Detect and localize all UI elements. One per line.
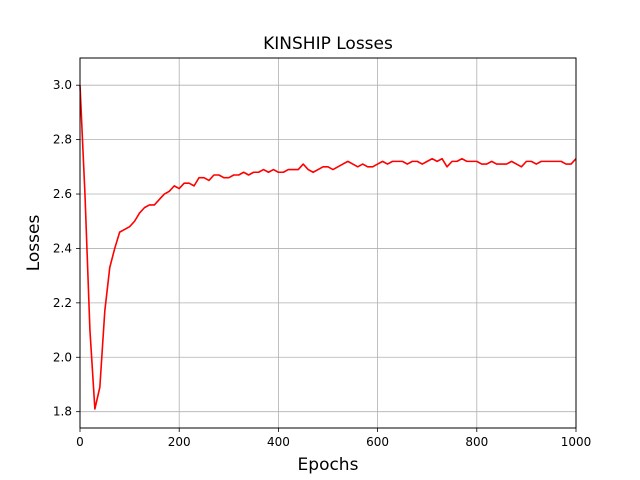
x-tick-label: 600 bbox=[366, 435, 389, 449]
y-tick-label: 2.6 bbox=[53, 187, 72, 201]
grid bbox=[79, 58, 577, 428]
x-tick-label: 200 bbox=[168, 435, 191, 449]
x-tick-label: 800 bbox=[465, 435, 488, 449]
y-tick-label: 1.8 bbox=[53, 405, 72, 419]
y-tick-label: 2.4 bbox=[53, 241, 72, 255]
x-axis-label: Epochs bbox=[298, 455, 359, 475]
plot-area bbox=[80, 58, 576, 428]
y-tick-label: 2.8 bbox=[53, 133, 72, 147]
y-tick-label: 3.0 bbox=[53, 78, 72, 92]
y-tick-label: 2.2 bbox=[53, 296, 72, 310]
y-axis-label: Losses bbox=[24, 215, 44, 272]
y-axis-ticks: 1.8 2.0 2.2 2.4 2.6 2.8 3.0 bbox=[53, 78, 80, 419]
x-tick-label: 400 bbox=[267, 435, 290, 449]
series-layer bbox=[79, 85, 577, 410]
plot-frame bbox=[79, 57, 577, 429]
x-tick-label: 1000 bbox=[561, 435, 592, 449]
loss-line bbox=[79, 85, 577, 410]
x-axis-ticks: 0 200 400 600 800 1000 bbox=[76, 428, 591, 449]
y-tick-label: 2.0 bbox=[53, 350, 72, 364]
x-tick-label: 0 bbox=[76, 435, 84, 449]
chart-title: KINSHIP Losses bbox=[263, 34, 393, 54]
